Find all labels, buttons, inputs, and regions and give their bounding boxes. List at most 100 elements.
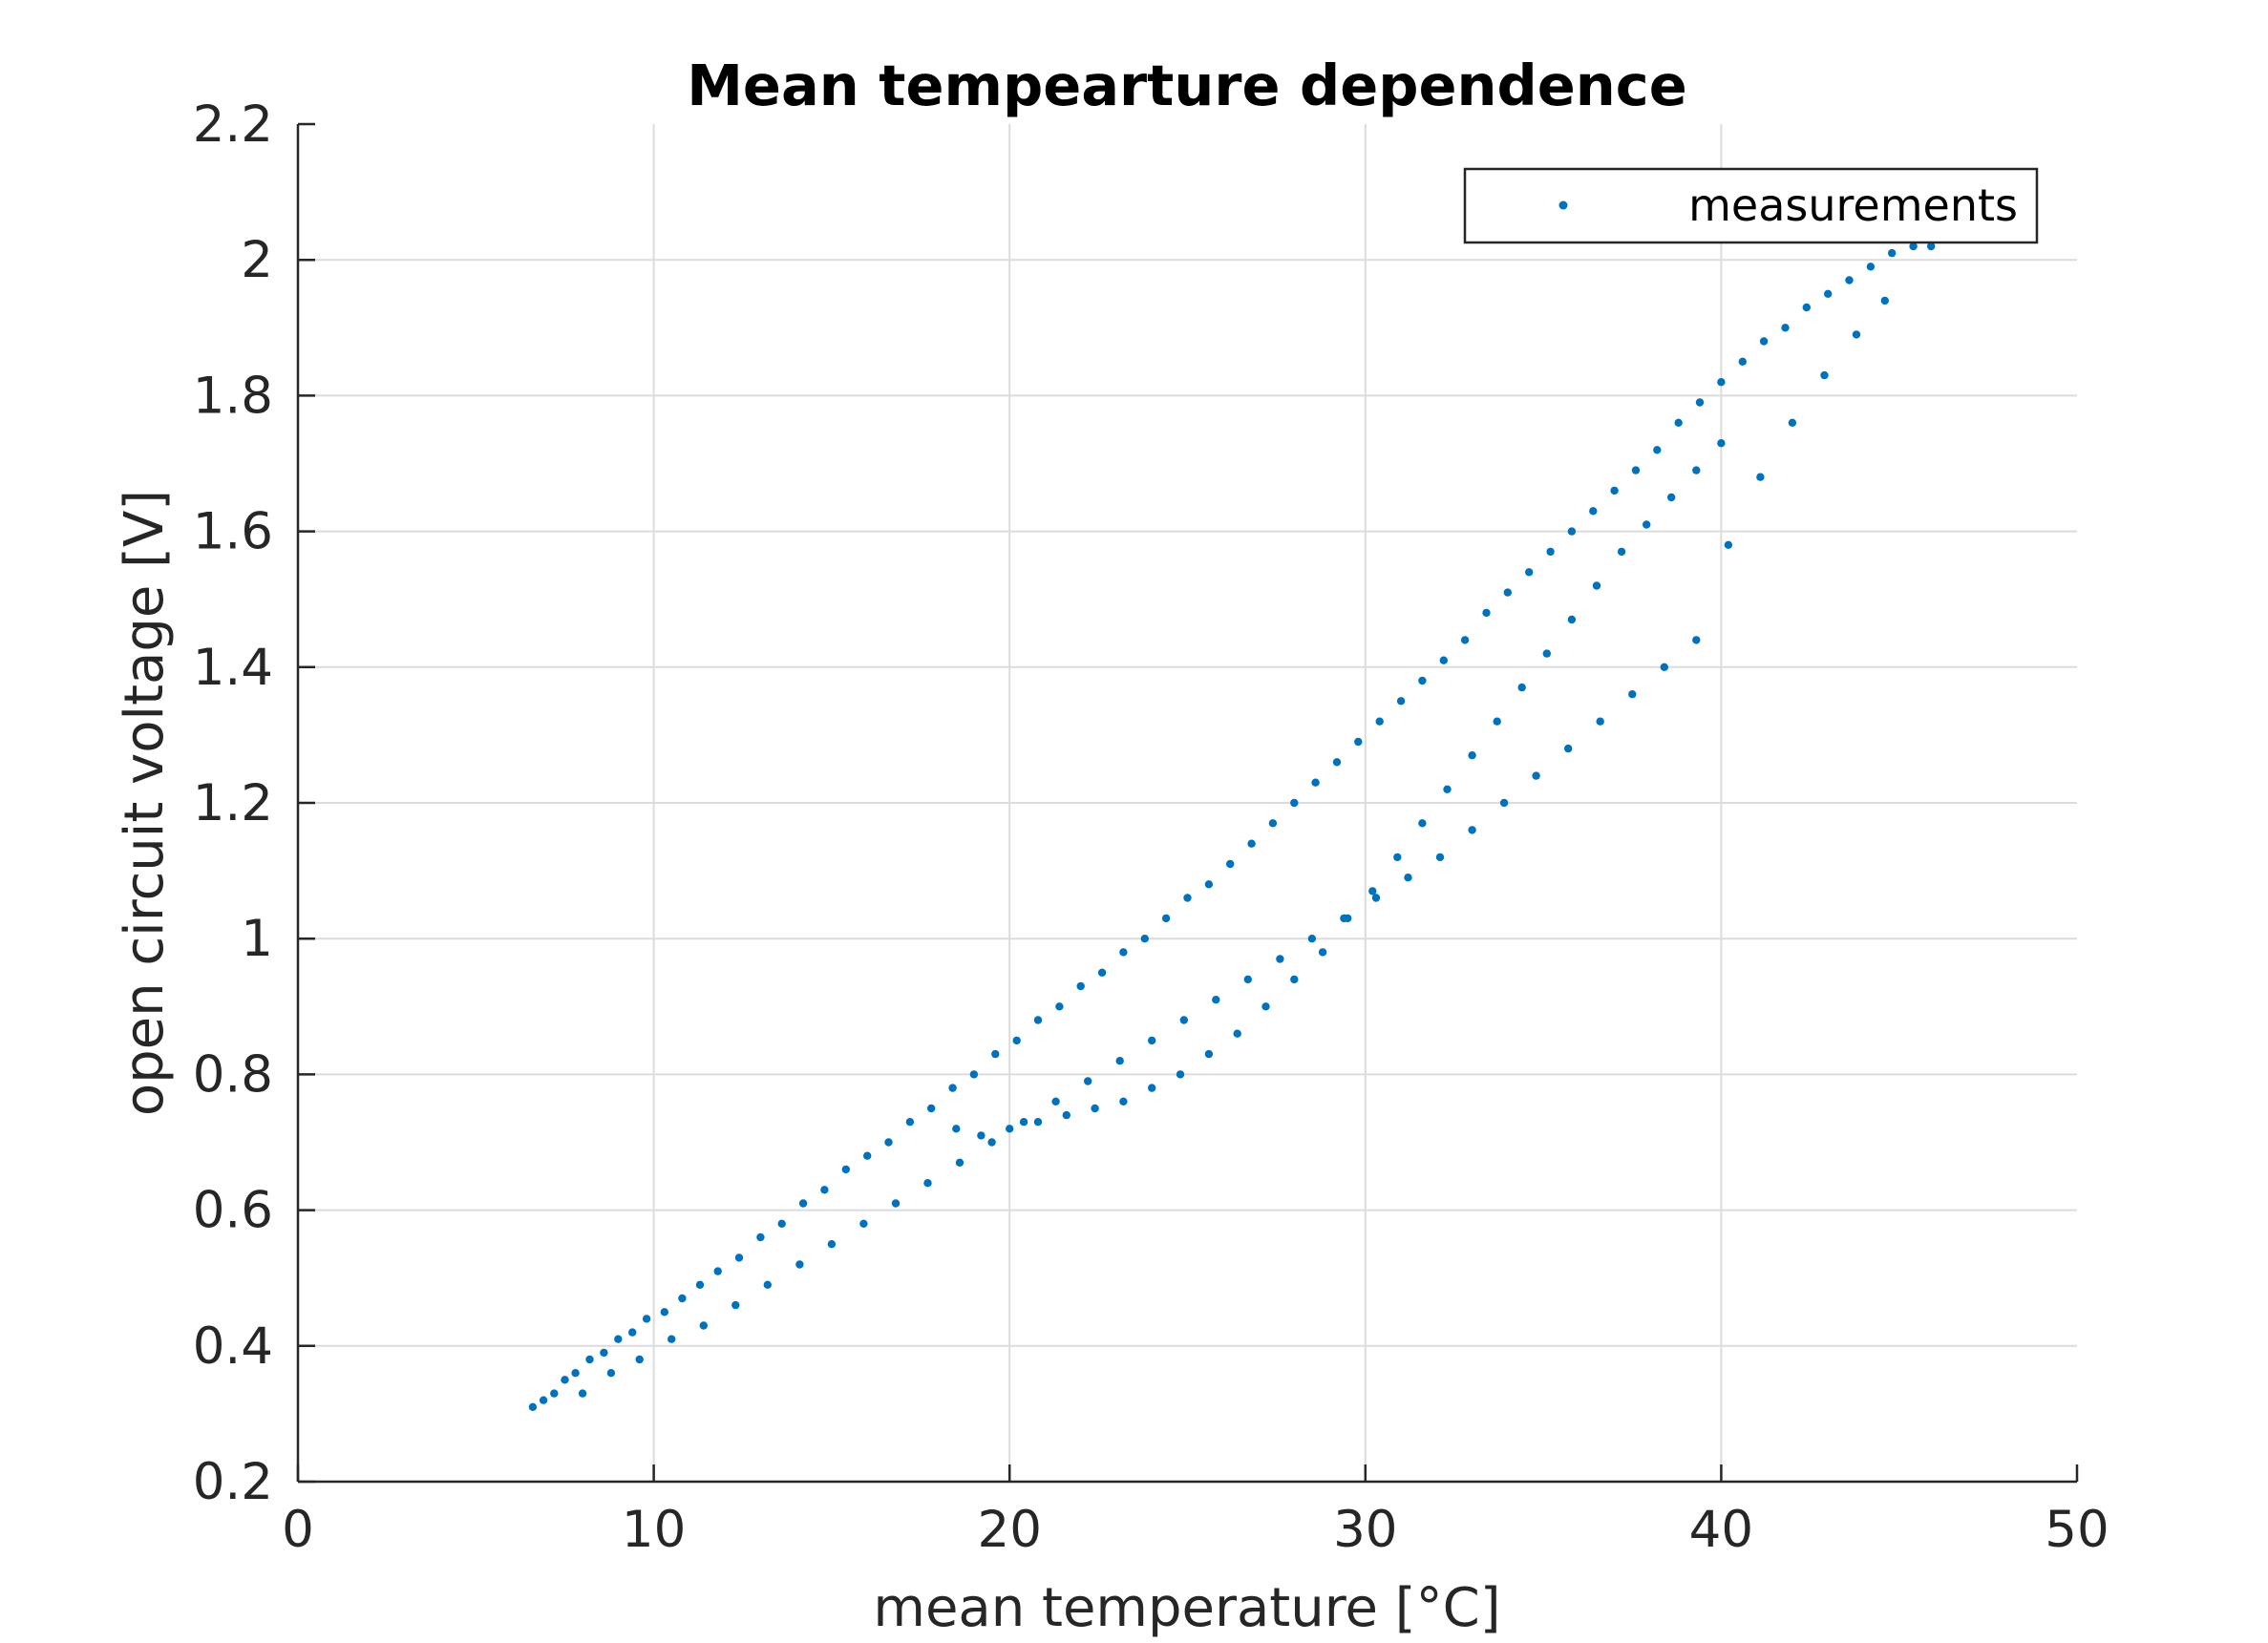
data-point [1062, 1110, 1071, 1120]
data-points [528, 242, 1936, 1412]
y-tick-label: 0.8 [193, 1045, 273, 1104]
data-point [1176, 1070, 1185, 1079]
x-axis-label: mean temperature [°C] [873, 1577, 1500, 1639]
data-point [1290, 975, 1299, 984]
data-point [1610, 486, 1619, 495]
y-tick-label: 0.6 [193, 1182, 273, 1240]
data-point [1119, 1097, 1128, 1106]
data-point [642, 1315, 651, 1323]
data-point [863, 1151, 872, 1160]
data-point [1076, 981, 1085, 991]
data-point [1243, 975, 1253, 984]
data-point [1692, 636, 1701, 644]
data-point [1226, 859, 1235, 869]
data-point [1824, 289, 1833, 298]
data-point [827, 1240, 837, 1249]
data-point [1880, 296, 1890, 305]
data-point [1140, 935, 1150, 943]
data-point [1631, 466, 1641, 474]
data-point [1019, 1118, 1028, 1127]
y-tick-label: 1.8 [193, 367, 273, 425]
legend-entry-measurements: measurements [1688, 179, 2018, 231]
data-point [1204, 880, 1214, 889]
data-point [927, 1104, 936, 1113]
data-point [1268, 819, 1278, 828]
data-point [1802, 303, 1812, 312]
data-point [969, 1070, 979, 1079]
x-tick-label: 10 [622, 1501, 686, 1559]
x-tick-label: 0 [282, 1501, 314, 1559]
x-tick-label: 50 [2045, 1501, 2109, 1559]
data-point [713, 1267, 722, 1275]
data-point [1418, 819, 1427, 828]
data-point [528, 1402, 538, 1412]
data-point [1119, 948, 1128, 957]
data-point [1204, 1049, 1214, 1059]
data-point [668, 1335, 676, 1343]
data-point [756, 1232, 765, 1242]
data-point [1439, 656, 1449, 664]
data-point [1724, 540, 1733, 549]
data-point [1674, 418, 1683, 427]
data-point [1852, 330, 1861, 339]
data-point [1564, 744, 1573, 753]
grid-lines [298, 124, 2077, 1482]
y-tick-label: 2.2 [193, 95, 273, 154]
data-point [1532, 771, 1540, 780]
data-point [614, 1335, 623, 1343]
chart-title: Mean tempearture dependence [687, 53, 1687, 118]
plot-area: 0 10 20 30 40 50 0.2 0.4 0.6 0.8 1 1.2 1.4 1.6 1.8 2 2.… [193, 95, 2109, 1559]
data-point [1006, 1125, 1014, 1133]
data-point [628, 1328, 637, 1337]
data-point [1097, 968, 1107, 977]
data-point [1468, 826, 1476, 834]
legend: measurements [1463, 167, 2039, 244]
data-point [1179, 1016, 1189, 1024]
data-point [1660, 663, 1669, 671]
data-point [1695, 398, 1705, 407]
data-point [635, 1355, 644, 1364]
data-point [1233, 1029, 1241, 1038]
data-point [1307, 935, 1317, 943]
data-point [1888, 248, 1897, 258]
data-point [731, 1300, 740, 1310]
y-tick-label: 1.2 [193, 774, 273, 832]
y-tick-labels: 0.2 0.4 0.6 0.8 1 1.2 1.4 1.6 1.8 2 2.2 [193, 95, 273, 1511]
data-point [1542, 649, 1552, 658]
data-point [1115, 1057, 1124, 1065]
data-point [1546, 547, 1555, 557]
data-point [1375, 717, 1384, 726]
data-point [561, 1376, 569, 1384]
data-point [1051, 1097, 1060, 1106]
data-point [1617, 547, 1626, 557]
data-point [841, 1165, 850, 1174]
data-point [1567, 527, 1577, 536]
data-point [884, 1138, 893, 1147]
data-point [977, 1131, 986, 1140]
data-point [734, 1253, 744, 1262]
data-point [1756, 473, 1765, 481]
data-point [1161, 914, 1171, 923]
y-tick-label: 1 [241, 910, 273, 968]
x-tick-label: 40 [1689, 1501, 1753, 1559]
data-point [1499, 798, 1509, 808]
data-point [1503, 588, 1513, 597]
y-tick-label: 2 [241, 231, 273, 289]
data-point [1667, 493, 1676, 502]
data-point [1418, 676, 1427, 685]
data-point [1717, 439, 1726, 448]
data-point [1404, 874, 1412, 882]
data-point [1084, 1077, 1092, 1085]
data-point [1396, 697, 1406, 706]
data-point [660, 1308, 668, 1317]
data-point [1927, 242, 1936, 251]
data-point [1845, 276, 1854, 284]
data-point [923, 1179, 932, 1188]
data-point [1290, 798, 1299, 808]
data-point [1033, 1016, 1043, 1024]
y-axis-label: open circuit voltage [V] [114, 490, 176, 1116]
data-point [1091, 1104, 1099, 1113]
data-point [1344, 914, 1352, 923]
data-point [1592, 581, 1601, 590]
